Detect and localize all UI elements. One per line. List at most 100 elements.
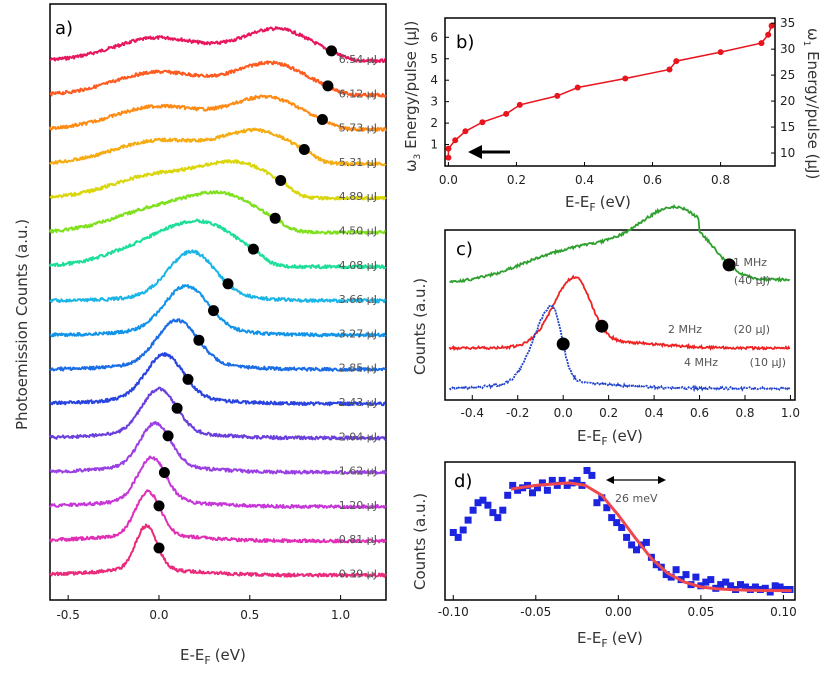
- d-point: [469, 506, 477, 514]
- b-xtick-label: 0.6: [643, 173, 662, 187]
- b-xtick-label: 0.0: [439, 173, 458, 187]
- d-point: [633, 546, 640, 554]
- panel-c-xlabel: E-EF (eV): [577, 427, 643, 448]
- d-fit-line: [510, 481, 792, 593]
- c-trace-2: [448, 304, 791, 393]
- trace-0: [49, 26, 386, 64]
- b-point: [758, 40, 765, 47]
- marker-10: [182, 373, 194, 385]
- trace-1: [49, 60, 387, 98]
- b-y2tick-label: 10: [780, 146, 795, 160]
- panel-d-frame: [444, 461, 796, 601]
- d-point: [702, 578, 710, 586]
- energy-label-1: 6.12 μJ: [339, 87, 377, 100]
- c-tick-label: -0.2: [506, 406, 529, 420]
- b-ytick-label: 4: [430, 73, 438, 87]
- trace-14: [49, 489, 387, 544]
- b-point: [673, 58, 680, 65]
- d-point: [613, 519, 621, 527]
- trace-4: [49, 159, 387, 201]
- panel-b-plot: [445, 22, 775, 161]
- panel-c-label: c): [456, 239, 473, 260]
- c-tick-label: 0.6: [690, 406, 709, 420]
- legend-2mhz-energy: (20 μJ): [734, 323, 770, 336]
- c-tick-label: -0.4: [461, 406, 484, 420]
- trace-12: [49, 420, 387, 475]
- trace-11: [49, 386, 387, 441]
- energy-label-14: 0.81 μJ: [339, 533, 377, 546]
- panel-b-ylabel-left: ω3 Energy/pulse (μJ): [402, 21, 423, 172]
- energy-label-12: 1.62 μJ: [339, 465, 377, 478]
- panel-a-ylabel: Photoemission Counts (a.u.): [13, 219, 31, 430]
- d-point: [588, 471, 596, 479]
- legend-1mhz-energy: (40 μJ): [734, 274, 770, 287]
- energy-label-8: 3.27 μJ: [339, 327, 377, 340]
- marker-9: [193, 334, 205, 346]
- energy-label-3: 5.31 μJ: [339, 156, 377, 169]
- d-point: [529, 489, 536, 497]
- d-point: [454, 533, 462, 541]
- trace-9: [49, 318, 387, 372]
- c-marker-0: [722, 258, 736, 272]
- d-point: [494, 514, 502, 522]
- d-point: [771, 582, 779, 590]
- marker-4: [275, 175, 287, 186]
- legend-4mhz: 4 MHz: [684, 356, 718, 369]
- trace-6: [49, 218, 387, 270]
- trace-13: [49, 455, 387, 510]
- d-point: [662, 571, 670, 579]
- b-line: [447, 25, 773, 158]
- panel-c-traces: [448, 203, 791, 393]
- panel-c-frame: [444, 229, 796, 401]
- d-point: [553, 481, 561, 489]
- c-marker-2: [556, 337, 570, 351]
- b-point: [445, 154, 452, 161]
- d-point: [534, 484, 541, 492]
- d-tick-label: -0.05: [520, 605, 551, 619]
- panel-b-ylabel-right: ω1 Energy/pulse (μJ): [801, 28, 822, 179]
- c-trace-1: [448, 274, 791, 352]
- d-point: [717, 581, 725, 589]
- d-point: [737, 581, 744, 589]
- panel-b-frame: [444, 17, 776, 167]
- energy-label-2: 5.73 μJ: [339, 122, 377, 135]
- panel-a-label: a): [55, 18, 73, 39]
- b-ytick-label: 5: [430, 52, 438, 66]
- d-tick-label: 0.05: [688, 605, 715, 619]
- d-point: [722, 578, 730, 586]
- d-point: [682, 571, 690, 579]
- trace-5: [49, 190, 386, 235]
- marker-11: [171, 402, 183, 414]
- b-y2tick-label: 15: [780, 120, 795, 134]
- panel-a-xlabel: E-EF (eV): [180, 646, 246, 667]
- d-point: [776, 583, 784, 591]
- b-xtick-label: 0.2: [507, 173, 526, 187]
- d-point: [474, 499, 482, 507]
- b-y2tick-label: 20: [780, 94, 795, 108]
- c-tick-label: 0.2: [599, 406, 618, 420]
- legend-4mhz-energy: (10 μJ): [750, 356, 786, 369]
- d-point: [598, 494, 606, 502]
- d-point: [509, 481, 517, 489]
- d-point: [623, 533, 631, 541]
- d-point: [479, 496, 487, 504]
- marker-13: [158, 467, 170, 478]
- c-tick-label: 0.4: [645, 406, 664, 420]
- c-tick-label: 0.0: [554, 406, 573, 420]
- d-point: [672, 566, 680, 574]
- d-point: [642, 538, 650, 546]
- energy-label-9: 2.85 μJ: [339, 362, 377, 375]
- b-ytick-label: 3: [430, 95, 438, 109]
- b-y2tick-label: 30: [780, 42, 795, 56]
- energy-label-5: 4.50 μJ: [339, 225, 377, 238]
- marker-6: [247, 243, 259, 255]
- b-ytick-label: 6: [430, 30, 438, 44]
- trace-2: [49, 94, 387, 132]
- b-point: [574, 84, 581, 91]
- a-tick-label: 0.0: [149, 608, 168, 622]
- d-point: [459, 526, 467, 534]
- d-point: [449, 529, 457, 536]
- b-xtick-label: 0.4: [575, 173, 594, 187]
- panel-a-frame: [49, 3, 387, 601]
